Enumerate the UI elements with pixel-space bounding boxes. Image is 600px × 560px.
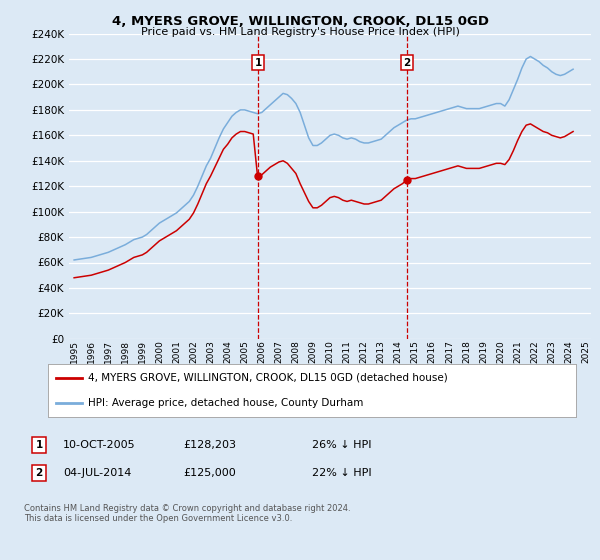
Text: 04-JUL-2014: 04-JUL-2014: [63, 468, 131, 478]
Text: Contains HM Land Registry data © Crown copyright and database right 2024.
This d: Contains HM Land Registry data © Crown c…: [24, 504, 350, 524]
Text: Price paid vs. HM Land Registry's House Price Index (HPI): Price paid vs. HM Land Registry's House …: [140, 27, 460, 37]
Text: 2: 2: [403, 58, 410, 68]
Text: 4, MYERS GROVE, WILLINGTON, CROOK, DL15 0GD (detached house): 4, MYERS GROVE, WILLINGTON, CROOK, DL15 …: [88, 373, 448, 383]
Text: £125,000: £125,000: [183, 468, 236, 478]
Text: 4, MYERS GROVE, WILLINGTON, CROOK, DL15 0GD: 4, MYERS GROVE, WILLINGTON, CROOK, DL15 …: [112, 15, 488, 27]
Text: 2: 2: [35, 468, 43, 478]
Text: 1: 1: [254, 58, 262, 68]
Text: HPI: Average price, detached house, County Durham: HPI: Average price, detached house, Coun…: [88, 398, 363, 408]
Text: 10-OCT-2005: 10-OCT-2005: [63, 440, 136, 450]
Text: 1: 1: [35, 440, 43, 450]
Text: 22% ↓ HPI: 22% ↓ HPI: [312, 468, 371, 478]
Text: 26% ↓ HPI: 26% ↓ HPI: [312, 440, 371, 450]
Text: £128,203: £128,203: [183, 440, 236, 450]
